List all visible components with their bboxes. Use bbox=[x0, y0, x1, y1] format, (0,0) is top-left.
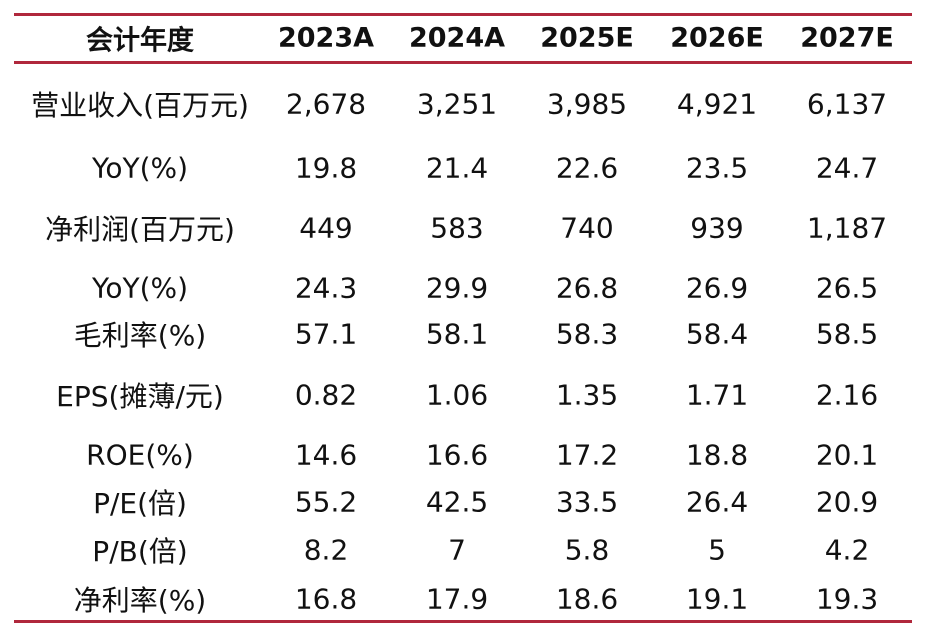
cell-2026e: 939 bbox=[690, 211, 744, 245]
cell-2024a: 3,251 bbox=[416, 87, 498, 121]
cell-2026e: 26.4 bbox=[685, 485, 749, 519]
cell-2025e: 58.3 bbox=[555, 317, 619, 351]
row-label: 净利率(%) bbox=[73, 584, 207, 617]
cell-2027e: 20.1 bbox=[815, 438, 879, 472]
cell-2024a: 21.4 bbox=[425, 151, 489, 185]
table-top-rule bbox=[14, 13, 912, 16]
cell-2026e: 26.9 bbox=[685, 271, 749, 305]
table-row-pe: P/E(倍) 55.2 42.5 33.5 26.4 20.9 bbox=[14, 486, 912, 521]
cell-2025e: 740 bbox=[560, 211, 614, 245]
row-label: P/B(倍) bbox=[92, 535, 188, 568]
cell-2027e: 19.3 bbox=[815, 582, 879, 616]
cell-2026e: 5 bbox=[708, 533, 726, 567]
cell-2025e: 22.6 bbox=[555, 151, 619, 185]
cell-2027e: 26.5 bbox=[815, 271, 879, 305]
cell-2024a: 1.06 bbox=[425, 378, 489, 412]
row-label: 净利润(百万元) bbox=[45, 213, 235, 246]
row-label: P/E(倍) bbox=[93, 487, 187, 520]
cell-2027e: 20.9 bbox=[815, 485, 879, 519]
table-row-net-margin: 净利率(%) 16.8 17.9 18.6 19.1 19.3 bbox=[14, 583, 912, 618]
cell-2024a: 16.6 bbox=[425, 438, 489, 472]
row-label: 毛利率(%) bbox=[73, 319, 207, 352]
cell-2025e: 26.8 bbox=[555, 271, 619, 305]
cell-2025e: 1.35 bbox=[555, 378, 619, 412]
table-row-pb: P/B(倍) 8.2 7 5.8 5 4.2 bbox=[14, 534, 912, 569]
cell-2024a: 42.5 bbox=[425, 485, 489, 519]
cell-2026e: 4,921 bbox=[676, 87, 758, 121]
cell-2027e: 58.5 bbox=[815, 317, 879, 351]
cell-2024a: 7 bbox=[448, 533, 466, 567]
cell-2023a: 8.2 bbox=[303, 533, 349, 567]
cell-2024a: 58.1 bbox=[425, 317, 489, 351]
table-row-gross-margin: 毛利率(%) 57.1 58.1 58.3 58.4 58.5 bbox=[14, 318, 912, 353]
cell-2025e: 33.5 bbox=[555, 485, 619, 519]
cell-2023a: 57.1 bbox=[294, 317, 358, 351]
cell-2023a: 24.3 bbox=[294, 271, 358, 305]
cell-2024a: 583 bbox=[430, 211, 484, 245]
cell-2023a: 14.6 bbox=[294, 438, 358, 472]
table-row-revenue-yoy: YoY(%) 19.8 21.4 22.6 23.5 24.7 bbox=[14, 152, 912, 185]
header-fiscal-year: 会计年度 bbox=[86, 25, 194, 57]
table-row-roe: ROE(%) 14.6 16.6 17.2 18.8 20.1 bbox=[14, 439, 912, 472]
cell-2023a: 55.2 bbox=[294, 485, 358, 519]
row-label: ROE(%) bbox=[86, 438, 194, 472]
table-row-revenue: 营业收入(百万元) 2,678 3,251 3,985 4,921 6,137 bbox=[14, 88, 912, 123]
table-row-net-profit: 净利润(百万元) 449 583 740 939 1,187 bbox=[14, 212, 912, 247]
cell-2026e: 23.5 bbox=[685, 151, 749, 185]
table-bottom-rule bbox=[14, 620, 912, 623]
cell-2024a: 17.9 bbox=[425, 582, 489, 616]
cell-2027e: 2.16 bbox=[815, 378, 879, 412]
cell-2026e: 19.1 bbox=[685, 582, 749, 616]
cell-2025e: 17.2 bbox=[555, 438, 619, 472]
table-row-net-profit-yoy: YoY(%) 24.3 29.9 26.8 26.9 26.5 bbox=[14, 272, 912, 305]
header-2025e: 2025E bbox=[540, 22, 634, 54]
header-2027e: 2027E bbox=[800, 22, 894, 54]
table-header-rule bbox=[14, 61, 912, 64]
cell-2023a: 2,678 bbox=[285, 87, 367, 121]
cell-2026e: 18.8 bbox=[685, 438, 749, 472]
row-label: YoY(%) bbox=[91, 271, 189, 305]
cell-2024a: 29.9 bbox=[425, 271, 489, 305]
row-label: EPS(摊薄/元) bbox=[56, 380, 224, 413]
cell-2027e: 6,137 bbox=[806, 87, 888, 121]
row-label: 营业收入(百万元) bbox=[31, 89, 249, 122]
cell-2025e: 18.6 bbox=[555, 582, 619, 616]
cell-2026e: 58.4 bbox=[685, 317, 749, 351]
cell-2023a: 449 bbox=[299, 211, 353, 245]
table-header-row: 会计年度 2023A 2024A 2025E 2026E 2027E bbox=[14, 14, 912, 61]
cell-2023a: 0.82 bbox=[294, 378, 358, 412]
cell-2023a: 19.8 bbox=[294, 151, 358, 185]
cell-2027e: 1,187 bbox=[806, 211, 888, 245]
cell-2025e: 3,985 bbox=[546, 87, 628, 121]
header-2023a: 2023A bbox=[277, 22, 375, 54]
cell-2027e: 4.2 bbox=[824, 533, 870, 567]
header-2026e: 2026E bbox=[670, 22, 764, 54]
cell-2026e: 1.71 bbox=[685, 378, 749, 412]
cell-2023a: 16.8 bbox=[294, 582, 358, 616]
table-row-eps: EPS(摊薄/元) 0.82 1.06 1.35 1.71 2.16 bbox=[14, 379, 912, 414]
row-label: YoY(%) bbox=[91, 151, 189, 185]
cell-2027e: 24.7 bbox=[815, 151, 879, 185]
cell-2025e: 5.8 bbox=[564, 533, 610, 567]
header-2024a: 2024A bbox=[408, 22, 506, 54]
